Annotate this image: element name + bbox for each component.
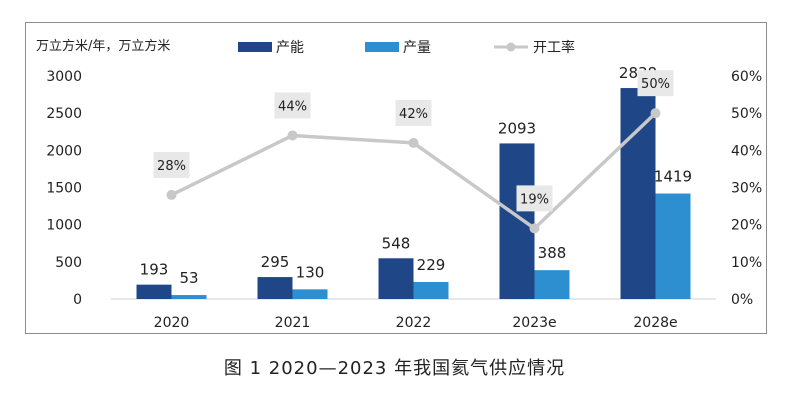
- rate-point: [287, 130, 298, 141]
- y-left-tick-label: 0: [73, 292, 82, 308]
- legend-swatch-capacity: [238, 42, 272, 52]
- legend-label-output: 产量: [403, 40, 431, 56]
- y-right-tick-label: 0%: [731, 292, 753, 308]
- y-left-tick-label: 1000: [46, 218, 82, 234]
- data-label-capacity: 193: [140, 261, 169, 279]
- rate-label-box: [274, 92, 311, 119]
- x-tick-label: 2020: [154, 315, 190, 331]
- rate-label-box: [516, 185, 553, 212]
- chart-frame: 0 500 1000 1500 2000 2500 3000 0% 10% 20% 30% 40% 50…: [25, 22, 767, 334]
- data-label-output: 1419: [654, 168, 692, 186]
- data-label-capacity: 2093: [498, 119, 536, 137]
- data-label-output: 53: [179, 269, 198, 287]
- data-label-output: 388: [538, 244, 567, 262]
- x-tick-label: 2023e: [512, 315, 556, 331]
- bar-output: [171, 295, 207, 299]
- data-label-output: 130: [296, 263, 325, 281]
- y-left-tick-label: 2500: [46, 106, 82, 122]
- y-right-tick-label: 10%: [731, 255, 762, 271]
- bar-output: [413, 281, 449, 299]
- rate-label: 50%: [641, 77, 670, 92]
- rate-label-box: [153, 151, 190, 178]
- data-label-capacity: 548: [382, 234, 411, 252]
- rate-point: [529, 223, 540, 234]
- legend-label-rate: 开工率: [533, 39, 575, 56]
- legend-swatch-output: [365, 42, 399, 52]
- data-label-capacity: 295: [261, 253, 290, 271]
- bar-output: [292, 289, 328, 299]
- chart-svg: 0 500 1000 1500 2000 2500 3000 0% 10% 20% 30% 40% 50…: [36, 38, 762, 331]
- rate-label: 28%: [157, 159, 186, 174]
- rate-point: [166, 189, 177, 200]
- y-left-tick-label: 3000: [46, 69, 82, 85]
- y-left-tick-label: 1500: [46, 181, 82, 197]
- rate-point: [408, 137, 419, 148]
- y-right-tick-label: 60%: [731, 69, 762, 85]
- rate-label: 44%: [278, 99, 307, 114]
- bar-output: [655, 193, 691, 299]
- data-label-output: 229: [417, 256, 446, 274]
- y-left-tick-label: 2000: [46, 143, 82, 159]
- bar-capacity: [257, 277, 293, 299]
- y-right-tick-label: 50%: [731, 106, 762, 122]
- rate-label-box: [395, 99, 432, 126]
- bar-capacity: [620, 88, 656, 300]
- y-left-unit-label: 万立方米/年，万立方米: [36, 38, 170, 54]
- y-left-tick-label: 500: [55, 255, 82, 271]
- y-right-tick-label: 40%: [731, 143, 762, 159]
- legend-label-capacity: 产能: [276, 40, 304, 56]
- figure-caption: 图 1 2020—2023 年我国氦气供应情况: [223, 358, 566, 379]
- rate-label: 19%: [520, 192, 549, 207]
- rate-point: [650, 108, 661, 119]
- y-right-tick-label: 30%: [731, 181, 762, 197]
- y-right-tick-label: 20%: [731, 218, 762, 234]
- x-tick-label: 2021: [275, 315, 311, 331]
- bar-capacity: [378, 258, 414, 299]
- rate-label: 42%: [399, 107, 428, 122]
- x-tick-label: 2028e: [633, 315, 677, 331]
- bar-capacity: [499, 143, 535, 299]
- rate-line: [170, 111, 657, 231]
- rate-label-box: [637, 70, 674, 97]
- bar-output: [534, 270, 570, 299]
- bar-capacity: [136, 284, 172, 299]
- legend-marker-rate: [506, 42, 516, 52]
- x-tick-label: 2022: [396, 315, 432, 331]
